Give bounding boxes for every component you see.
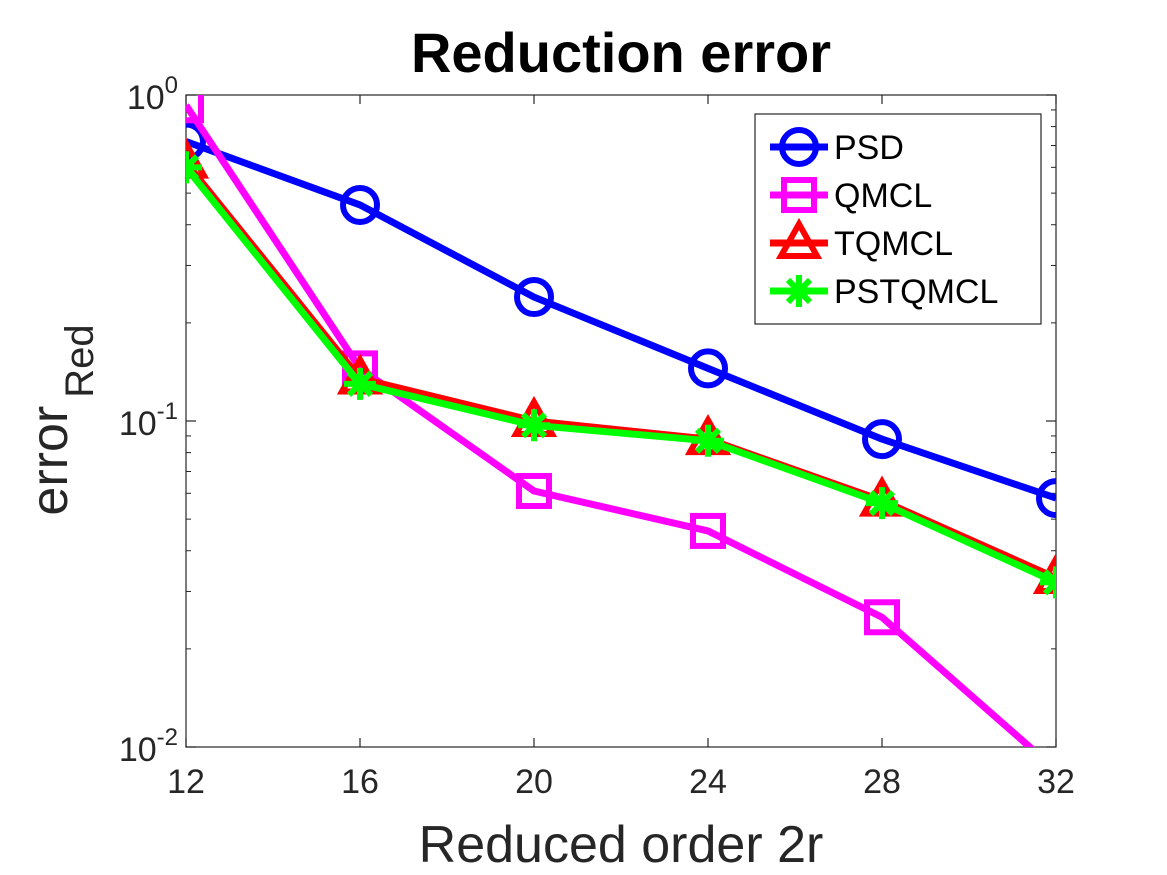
x-tick-label: 32	[1037, 763, 1075, 801]
x-tick-labels: 12 16 20 24 28 32	[167, 763, 1075, 801]
x-tick-label: 12	[167, 763, 205, 801]
data-point	[518, 409, 550, 442]
legend-marker	[781, 177, 817, 213]
data-point	[1036, 478, 1056, 519]
legend-entry: PSD	[770, 127, 904, 167]
data-point	[690, 512, 726, 549]
legend-marker	[775, 217, 823, 259]
x-tick-label: 20	[515, 763, 553, 801]
y-tick-label: 10-1	[119, 398, 178, 443]
data-point	[688, 348, 728, 389]
legend-entry: QMCL	[770, 177, 932, 215]
series-line	[186, 138, 1056, 502]
series-psd	[186, 121, 1056, 519]
x-tick-label: 28	[863, 763, 901, 801]
legend-label: PSD	[834, 129, 904, 167]
series-pstqmcl	[186, 151, 1056, 599]
legend-label: TQMCL	[834, 225, 953, 263]
chart-title: Reduction error	[411, 21, 831, 84]
legend-entry: TQMCL	[770, 217, 953, 263]
data-point	[864, 599, 900, 636]
y-tick-label: 100	[127, 72, 178, 117]
series-group	[186, 95, 1056, 747]
data-point	[344, 367, 376, 400]
legend-label: QMCL	[834, 177, 932, 215]
series-line	[186, 165, 1056, 586]
data-point	[862, 419, 902, 460]
legend-marker	[779, 127, 819, 167]
legend-entry: PSTQMCL	[770, 273, 998, 311]
y-axis-label-main: error	[21, 406, 79, 516]
legend-marker	[783, 275, 815, 307]
x-tick-label: 16	[341, 763, 379, 801]
data-point	[186, 121, 206, 162]
x-tick-label: 24	[689, 763, 727, 801]
legend: PSD QMCL TQMCL PSTQMCL	[754, 113, 1042, 325]
y-axis-label-subscript: Red	[58, 324, 102, 397]
series-line	[186, 103, 1036, 747]
y-tick-label: 10-2	[119, 724, 178, 769]
x-axis-label: Reduced order 2r	[419, 816, 824, 874]
axis-ticks	[185, 94, 1057, 748]
legend-label: PSTQMCL	[834, 273, 998, 311]
data-point	[186, 95, 204, 124]
data-point	[516, 472, 552, 509]
y-tick-labels: 10-2 10-1 100	[119, 72, 178, 769]
data-point	[340, 184, 380, 225]
y-axis-label: error Red	[21, 324, 102, 515]
data-point	[866, 487, 898, 520]
data-point	[514, 277, 554, 318]
svg-text:errorRed: error Red	[21, 324, 102, 515]
data-point	[692, 424, 724, 457]
